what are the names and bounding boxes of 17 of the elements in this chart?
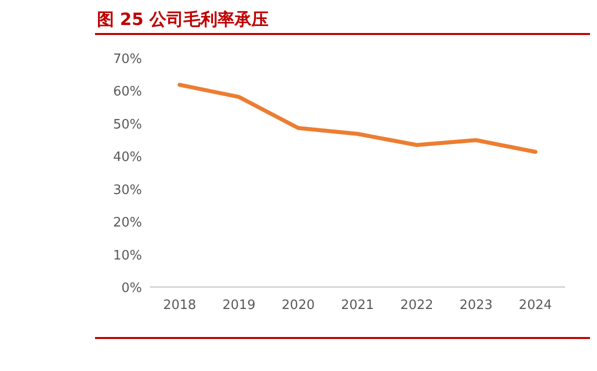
y-tick-label: 70%: [113, 52, 142, 67]
x-tick-label: 2020: [282, 298, 315, 313]
x-tick-label: 2022: [400, 298, 434, 313]
y-tick-label: 0%: [121, 281, 142, 296]
x-tick-label: 2018: [163, 298, 196, 313]
y-tick-label: 60%: [113, 84, 142, 100]
x-tick-label: 2019: [222, 298, 256, 313]
x-tick-label: 2021: [340, 298, 374, 313]
line-series: [178, 82, 538, 154]
x-tick-label: 2024: [518, 298, 552, 313]
y-tick-label: 10%: [113, 248, 142, 264]
y-tick-label: 50%: [113, 117, 142, 132]
x-tick-label: 2023: [460, 298, 493, 313]
chart-title: 图 25 公司毛利率承压: [97, 10, 268, 30]
y-tick-label: 20%: [113, 216, 142, 231]
y-tick-label: 40%: [113, 150, 142, 166]
y-tick-label: 30%: [113, 182, 142, 198]
